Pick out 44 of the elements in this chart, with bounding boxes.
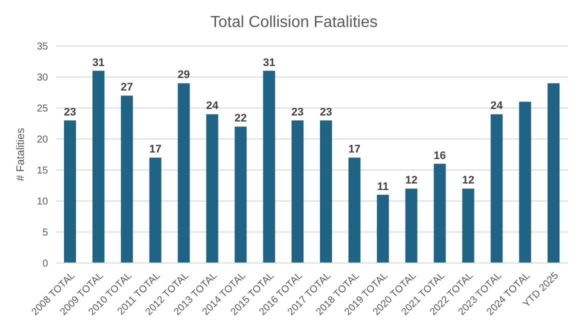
- bar: [120, 96, 133, 263]
- data-label: 22: [234, 112, 247, 125]
- data-label: 31: [92, 56, 105, 69]
- data-label: 24: [206, 100, 220, 112]
- bar: [92, 70, 104, 263]
- data-label: 11: [377, 180, 389, 193]
- data-label: 16: [434, 150, 446, 162]
- bar: [178, 83, 190, 263]
- data-label: 12: [405, 174, 418, 187]
- y-tick-label: 15: [36, 166, 48, 177]
- bar: [206, 114, 218, 263]
- data-label: 31: [262, 56, 276, 69]
- y-tick-label: 30: [36, 72, 48, 84]
- bar: [263, 70, 276, 263]
- data-label: 17: [348, 144, 361, 156]
- bar: [348, 158, 360, 263]
- data-label: 12: [462, 174, 474, 187]
- bar: [64, 120, 76, 263]
- y-tick-label: 35: [36, 42, 48, 53]
- y-tick-label: 20: [36, 134, 48, 146]
- bar: [490, 114, 503, 263]
- bar: [462, 188, 474, 263]
- y-tick-label: 10: [36, 196, 48, 208]
- bar: [405, 188, 418, 263]
- bar: [376, 194, 389, 263]
- chart-title: Total Collision Fatalities: [209, 13, 379, 33]
- data-label: 29: [178, 69, 190, 82]
- data-label: 23: [320, 106, 332, 118]
- data-label: 23: [64, 106, 76, 118]
- data-label: 17: [149, 144, 162, 156]
- bar: [320, 120, 332, 263]
- y-tick-label: 25: [36, 104, 48, 115]
- data-label: 23: [291, 106, 304, 118]
- y-tick-label: 0: [42, 258, 48, 270]
- bar: [234, 126, 247, 263]
- data-label: 27: [120, 82, 134, 94]
- data-label: 24: [490, 100, 504, 112]
- bar: [548, 83, 560, 263]
- bar: [434, 164, 446, 263]
- bar: [519, 102, 532, 263]
- y-tick-label: 5: [42, 228, 48, 239]
- bar: [292, 120, 304, 263]
- bar: [149, 158, 162, 263]
- y-axis-title: # Fatalities: [14, 127, 27, 182]
